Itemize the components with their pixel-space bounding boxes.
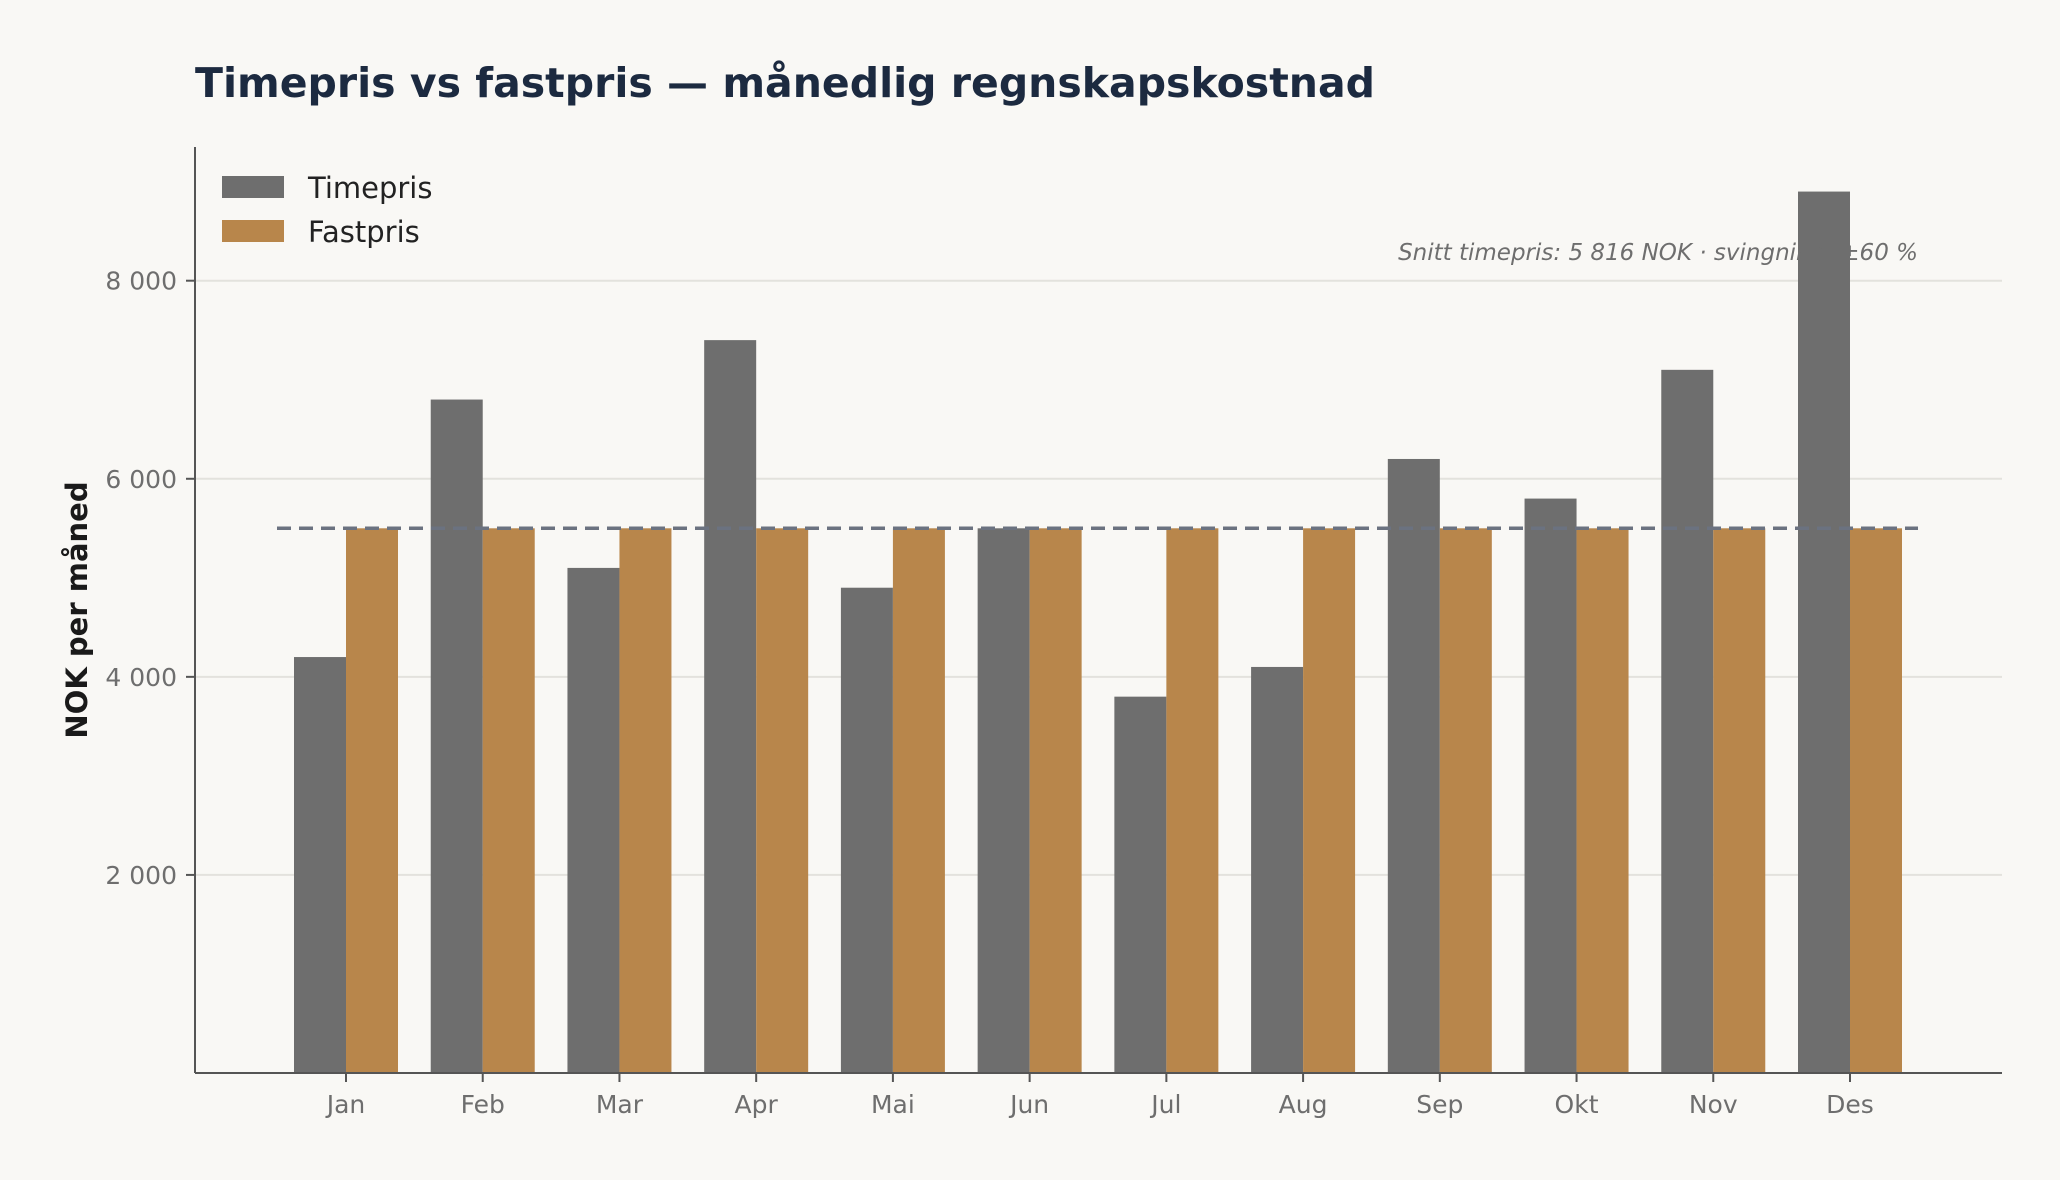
bar-fastpris-mai: [892, 528, 945, 1073]
x-tick-label: Mar: [596, 1090, 644, 1119]
chart-annotation: Snitt timepris: 5 816 NOK · svingning: ±…: [1398, 240, 1918, 266]
legend-label-fastpris: Fastpris: [308, 215, 420, 249]
x-tick-label: Mai: [871, 1090, 915, 1119]
bar-fastpris-nov: [1713, 528, 1766, 1073]
bar-fastpris-mar: [619, 528, 672, 1073]
bar-timepris-mai: [840, 587, 893, 1073]
bar-fastpris-sep: [1439, 528, 1492, 1073]
y-tick-layer: 2 000 4 000 6 000 8 000: [105, 267, 195, 890]
x-tick-label: Jan: [325, 1090, 366, 1119]
bar-fastpris-apr: [756, 528, 809, 1073]
bar-timepris-jul: [1114, 696, 1167, 1073]
y-axis-label: NOK per måned: [60, 481, 94, 738]
bar-timepris-okt: [1524, 498, 1577, 1073]
bars-layer: [294, 191, 1902, 1074]
x-tick-label: Jul: [1149, 1090, 1181, 1119]
x-tick-label: Okt: [1555, 1090, 1599, 1119]
y-tick-label: 2 000: [105, 861, 177, 890]
x-tick-label: Apr: [735, 1090, 779, 1119]
bar-fastpris-okt: [1576, 528, 1629, 1073]
bar-fastpris-jul: [1166, 528, 1219, 1073]
bar-fastpris-feb: [482, 528, 535, 1073]
chart-title: Timepris vs fastpris — månedlig regnskap…: [195, 59, 1375, 107]
x-tick-label: Nov: [1689, 1090, 1738, 1119]
y-tick-label: 8 000: [105, 267, 177, 296]
bar-fastpris-jan: [346, 528, 398, 1073]
bar-fastpris-aug: [1303, 528, 1356, 1073]
bar-fastpris-des: [1850, 528, 1902, 1073]
x-tick-label: Sep: [1416, 1090, 1463, 1119]
bar-timepris-jan: [294, 657, 346, 1073]
bar-timepris-jun: [977, 528, 1030, 1073]
x-tick-label: Feb: [461, 1090, 505, 1119]
bar-fastpris-jun: [1029, 528, 1082, 1073]
bar-timepris-nov: [1661, 369, 1714, 1073]
bar-timepris-aug: [1251, 666, 1304, 1073]
x-tick-label: Des: [1826, 1090, 1874, 1119]
legend: Timepris Fastpris: [222, 171, 432, 249]
bar-timepris-sep: [1387, 458, 1440, 1074]
x-tick-layer: Jan Feb Mar Apr Mai Jun Jul Aug Sep Okt Nov Des: [325, 1073, 1874, 1119]
bar-timepris-apr: [704, 340, 757, 1073]
legend-swatch-fastpris: [222, 220, 284, 242]
y-tick-label: 6 000: [105, 465, 177, 494]
bar-timepris-feb: [430, 399, 483, 1074]
x-tick-label: Aug: [1279, 1090, 1328, 1119]
legend-swatch-timepris: [222, 176, 284, 198]
legend-label-timepris: Timepris: [307, 171, 432, 205]
bar-timepris-mar: [567, 567, 620, 1073]
y-tick-label: 4 000: [105, 663, 177, 692]
x-tick-label: Jun: [1008, 1090, 1049, 1119]
bar-timepris-des: [1798, 191, 1850, 1074]
